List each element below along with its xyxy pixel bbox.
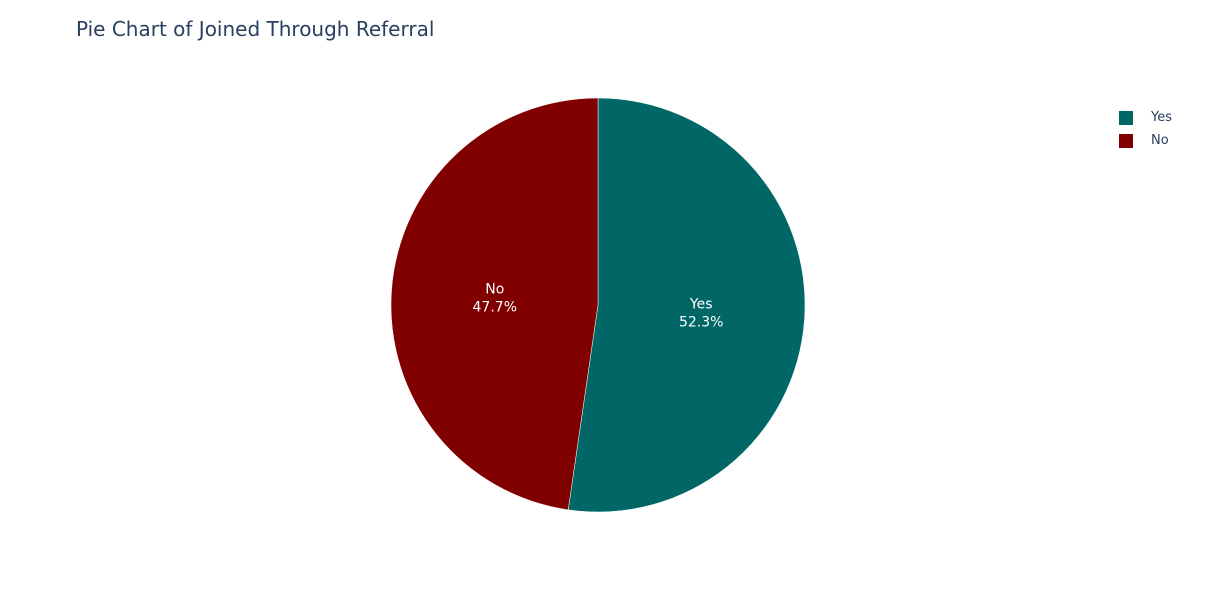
legend-swatch-yes bbox=[1119, 110, 1133, 125]
legend-label-no: No bbox=[1151, 133, 1169, 148]
legend-item-no[interactable]: No bbox=[1119, 129, 1172, 152]
legend-swatch-no bbox=[1119, 133, 1133, 148]
slice-percent-no: 47.7% bbox=[473, 300, 517, 316]
pie-labels: Yes 52.3% No 47.7% bbox=[473, 282, 724, 331]
legend-item-yes[interactable]: Yes bbox=[1119, 106, 1172, 129]
slice-label-yes: Yes bbox=[689, 296, 713, 312]
pie-slices bbox=[390, 97, 806, 513]
legend-label-yes: Yes bbox=[1151, 110, 1172, 125]
chart-title: Pie Chart of Joined Through Referral bbox=[76, 17, 435, 41]
pie-slice-yes[interactable] bbox=[567, 97, 806, 513]
legend: Yes No bbox=[1119, 106, 1172, 152]
pie-slice-no[interactable] bbox=[390, 97, 599, 511]
slice-percent-yes: 52.3% bbox=[679, 314, 723, 330]
slice-label-no: No bbox=[485, 282, 504, 298]
